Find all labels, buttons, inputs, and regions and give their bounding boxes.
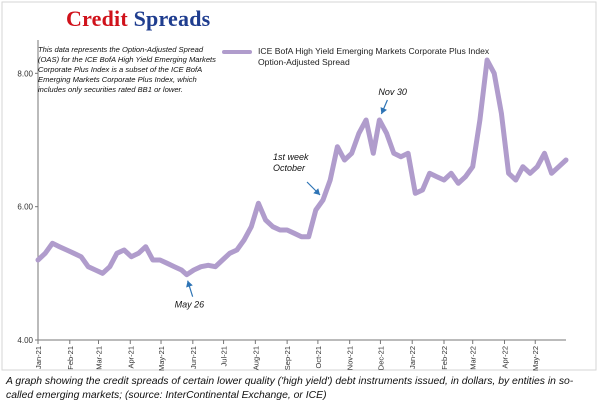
annotation-arrow-head (186, 280, 193, 288)
x-tick-label: May-22 (531, 346, 540, 371)
annotation-may-26: May 26 (175, 300, 205, 310)
x-tick-label: Apr-22 (500, 346, 509, 369)
x-tick-label: Feb-22 (440, 346, 449, 370)
chart-legend: ICE BofA High Yield Emerging Markets Cor… (222, 46, 493, 68)
line-chart: 4.00 6.00 8.00 Jan-21 Feb-21 Mar-21 Apr-21 May-… (1, 1, 597, 371)
annotation-arrow-head (380, 107, 387, 114)
chart-note: This data represents the Option-Adjusted… (38, 45, 216, 94)
x-tick-label: Mar-21 (94, 346, 103, 370)
x-tick-label: Mar-22 (469, 346, 478, 370)
chart-title-word-2: Spreads (133, 6, 211, 31)
x-tick-label: Jul-21 (220, 346, 229, 366)
chart-title: Credit Spreads (66, 6, 210, 32)
x-tick-label: Aug-21 (251, 346, 260, 370)
chart-frame (1, 1, 597, 371)
x-tick-label: Apr-21 (126, 346, 135, 369)
x-tick-label: Dec-21 (376, 346, 385, 370)
x-tick-label: May-21 (157, 346, 166, 371)
x-tick-label: Jan-21 (34, 346, 43, 369)
x-tick-label: Sep-21 (283, 346, 292, 370)
figure-caption: A graph showing the credit spreads of ce… (6, 376, 574, 401)
legend-series-label: ICE BofA High Yield Emerging Markets Cor… (258, 46, 490, 67)
y-tick-label: 6.00 (17, 203, 33, 212)
x-tick-label: Oct-21 (314, 346, 323, 369)
legend-line-swatch (222, 50, 252, 54)
x-tick-label: Jan-22 (408, 346, 417, 369)
annotation-nov-30: Nov 30 (378, 87, 407, 97)
x-tick-label: Nov-21 (346, 346, 355, 370)
annotation-first-week-october: 1st week October (273, 152, 309, 173)
annotation-arrow-head (313, 188, 321, 195)
y-tick-label: 4.00 (17, 336, 33, 345)
y-tick-label: 8.00 (17, 69, 33, 78)
x-tick-label: Jun-21 (189, 346, 198, 369)
chart-title-word-1: Credit (66, 6, 128, 31)
x-tick-label: Feb-21 (66, 346, 75, 370)
series-line-oas (35, 57, 569, 278)
